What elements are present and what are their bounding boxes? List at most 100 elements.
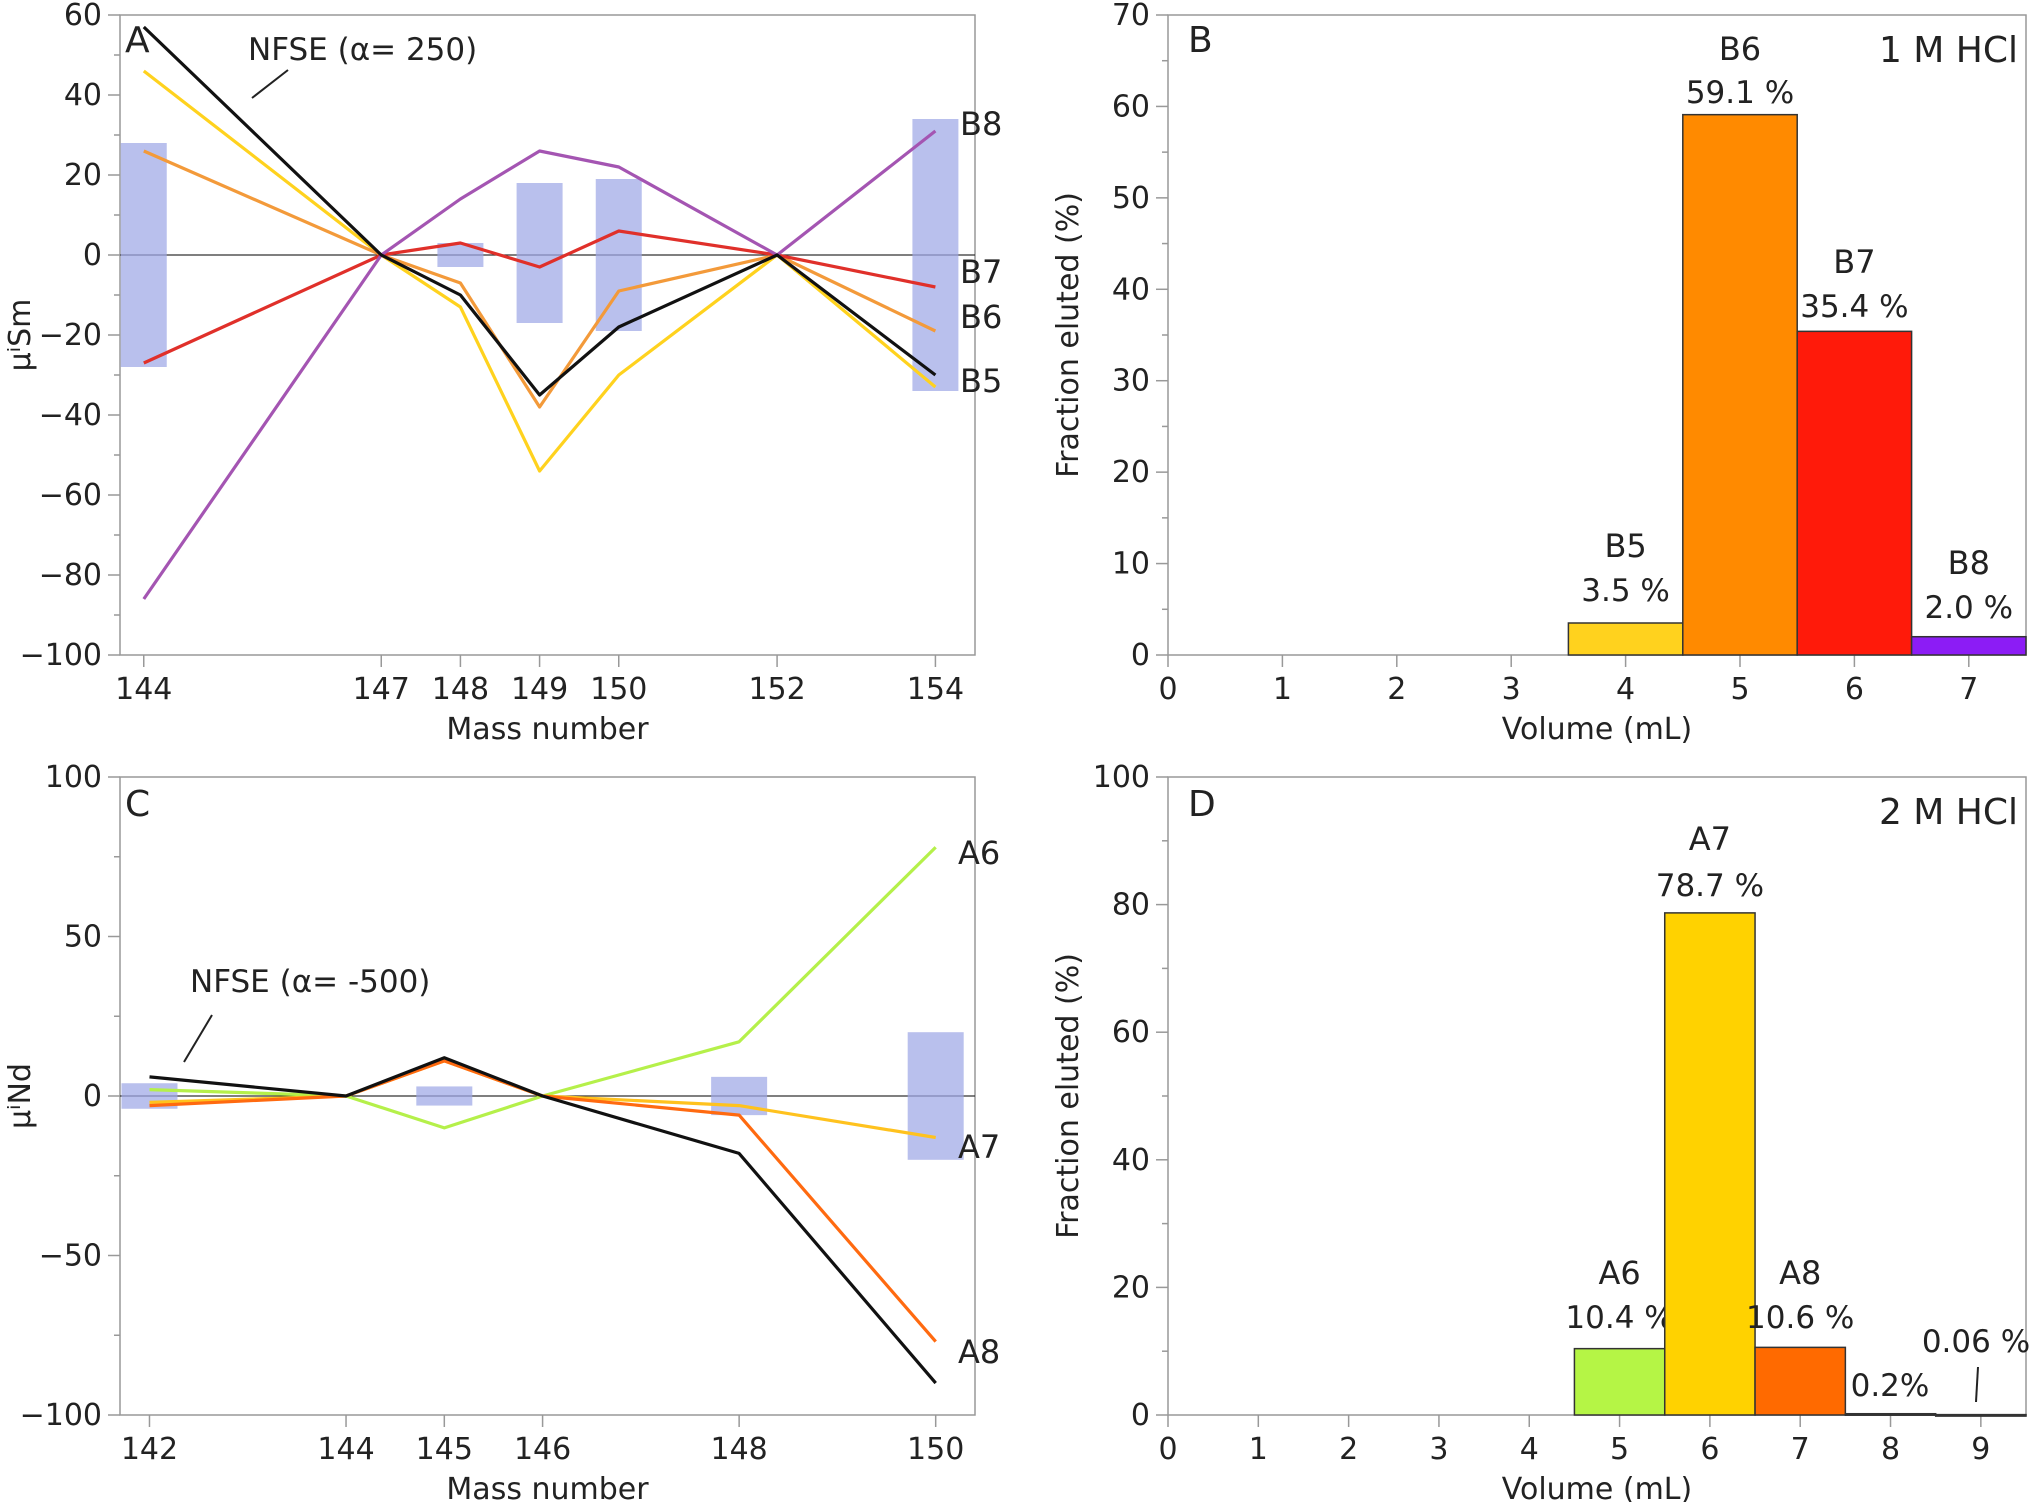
panel-d-x-tick-label: 3: [1429, 1432, 1448, 1467]
panel-d-bar: [1844, 1412, 1937, 1416]
panel-c-annotation-leader: [183, 1014, 213, 1063]
panel-a-annotation: NFSE (α= 250): [248, 32, 477, 68]
panel-d-bar: [1934, 1413, 2027, 1417]
panel-a-y-tick-label: 20: [64, 158, 102, 193]
panel-d-x-tick-label: 7: [1791, 1432, 1810, 1467]
panel-a-y-tick-label: −100: [20, 638, 102, 673]
panel-a-series-label: B8: [960, 105, 1002, 143]
panel-b-x-tick-label: 0: [1158, 672, 1177, 707]
panel-b-x-tick-label: 6: [1845, 672, 1864, 707]
panel-c-y-tick-label: −100: [20, 1398, 102, 1433]
panel-d-bar-name-label: A8: [1779, 1254, 1821, 1292]
panel-b-bar-value-label: 3.5 %: [1581, 573, 1670, 609]
panel-d-y-tick-label: 80: [1112, 888, 1150, 923]
panel-a-error-band: [120, 143, 167, 367]
panel-c-x-tick-label: 142: [121, 1432, 178, 1467]
panel-d-x-tick-label: 4: [1520, 1432, 1539, 1467]
panel-a-x-tick-label: 154: [907, 672, 964, 707]
panel-c-annotation: NFSE (α= -500): [190, 964, 430, 1000]
panel-c-error-band: [416, 1086, 473, 1106]
panel-d-y-tick-label: 40: [1112, 1143, 1150, 1178]
panel-a-x-tick-label: 152: [748, 672, 805, 707]
panel-a-y-axis-title: μⁱSm: [3, 299, 38, 372]
panel-a-y-tick-label: −40: [39, 398, 102, 433]
panel-b-y-tick-label: 60: [1112, 89, 1150, 124]
panel-a-x-axis-title: Mass number: [446, 712, 649, 747]
panel-d-y-tick-label: 60: [1112, 1015, 1150, 1050]
panel-d-bar-value-label: 10.6 %: [1746, 1300, 1854, 1336]
panel-b-title: 1 M HCl: [1879, 30, 2018, 71]
panel-c-x-tick-label: 150: [907, 1432, 964, 1467]
panel-b-bar-name-label: B5: [1604, 527, 1646, 565]
panel-d-title: 2 M HCl: [1879, 792, 2018, 833]
panel-d-x-tick-label: 0: [1158, 1432, 1177, 1467]
panel-b-x-tick-label: 2: [1387, 672, 1406, 707]
panel-d-x-tick-label: 9: [1971, 1432, 1990, 1467]
panel-c-x-tick-label: 146: [514, 1432, 571, 1467]
panel-b-bar: [1567, 622, 1684, 656]
panel-d-bar-value-label: 0.2%: [1851, 1368, 1930, 1404]
panel-c-series-line: [149, 846, 937, 1130]
panel-c-y-axis-title: μⁱNd: [3, 1063, 38, 1129]
panel-a-error-band: [516, 183, 563, 323]
panel-d-x-tick-label: 1: [1249, 1432, 1268, 1467]
panel-c-x-axis-title: Mass number: [446, 1472, 649, 1502]
panel-a-series-line: [142, 25, 937, 397]
panel-a-y-tick-label: −80: [39, 558, 102, 593]
panel-b-x-tick-label: 7: [1959, 672, 1978, 707]
panel-b-bar: [1910, 635, 2027, 656]
panel-b-bar: [1682, 113, 1798, 656]
panel-c-y-tick-label: 100: [45, 760, 102, 795]
panel-a-y-tick-label: 60: [64, 0, 102, 33]
panel-a-annotation-leader: [251, 69, 289, 99]
panel-d-x-tick-label: 6: [1700, 1432, 1719, 1467]
panel-c-x-tick-label: 145: [416, 1432, 473, 1467]
panel-d-bar-value-label: 10.4 %: [1565, 1300, 1673, 1336]
panel-a-series-label: B6: [960, 298, 1002, 336]
panel-d-bar-value-label: 78.7 %: [1656, 868, 1764, 904]
panel-b-bar-value-label: 59.1 %: [1686, 75, 1794, 111]
panel-c-x-tick-label: 148: [711, 1432, 768, 1467]
panel-b-y-tick-label: 40: [1112, 272, 1150, 307]
panel-c-y-tick-label: −50: [39, 1239, 102, 1274]
panel-d-y-tick-label: 0: [1131, 1398, 1150, 1433]
panel-a-x-tick-label: 149: [511, 672, 568, 707]
panel-a-y-tick-label: 0: [83, 238, 102, 273]
panel-d-chart: D 2 M HCl 0 20 40 60 80 100 0 1 2 3 4 5 6 7 8 9 Volume (…: [1051, 760, 2030, 1502]
panel-b-bar: [1796, 330, 1913, 656]
panel-c-chart: C −100 −50 0 50 100 142 144 145 146 148 150 Mass nu…: [3, 760, 1000, 1502]
panel-b-x-tick-label: 4: [1616, 672, 1635, 707]
panel-b-y-tick-label: 0: [1131, 638, 1150, 673]
panel-c-series-line: [149, 1056, 937, 1385]
panel-a-series-label: B5: [960, 362, 1002, 400]
panel-b-y-tick-label: 50: [1112, 181, 1150, 216]
panel-a-y-tick-label: −20: [39, 318, 102, 353]
panel-a-error-band: [912, 119, 959, 391]
panel-b-x-tick-label: 1: [1273, 672, 1292, 707]
panel-d-bar-value-label: 0.06 %: [1922, 1324, 2030, 1360]
panel-b-bar-name-label: B6: [1719, 30, 1761, 68]
panel-a-series-label: B7: [960, 253, 1002, 291]
panel-c-series-label: A6: [958, 834, 1000, 872]
panel-a-x-tick-label: 148: [432, 672, 489, 707]
panel-b-bar-name-label: B7: [1833, 243, 1875, 281]
panel-c-series-label: A8: [958, 1333, 1000, 1371]
panel-c-y-tick-label: 0: [83, 1079, 102, 1114]
panel-b-y-axis-title: Fraction eluted (%): [1051, 192, 1086, 478]
panel-a-y-tick-label: 40: [64, 78, 102, 113]
panel-b-letter: B: [1188, 20, 1213, 61]
panel-d-y-tick-label: 100: [1093, 760, 1150, 795]
panel-a-letter: A: [125, 20, 150, 61]
panel-c-letter: C: [125, 784, 150, 825]
panel-d-letter: D: [1188, 784, 1216, 825]
panel-d-bar: [1663, 912, 1756, 1416]
panel-b-bar-name-label: B8: [1948, 544, 1990, 582]
panel-b-x-tick-label: 3: [1502, 672, 1521, 707]
panel-c-y-tick-label: 50: [64, 920, 102, 955]
panel-b-x-axis-title: Volume (mL): [1502, 712, 1692, 747]
panel-b-chart: B 1 M HCl 0 10 20 30 40 50 60 70 0 1 2 3 4 5 6 7 Volume …: [1051, 0, 2027, 747]
panel-b-x-tick-label: 5: [1730, 672, 1749, 707]
panel-c-x-tick-label: 144: [317, 1432, 374, 1467]
panel-a-x-tick-label: 144: [115, 672, 172, 707]
panel-d-x-tick-label: 8: [1881, 1432, 1900, 1467]
